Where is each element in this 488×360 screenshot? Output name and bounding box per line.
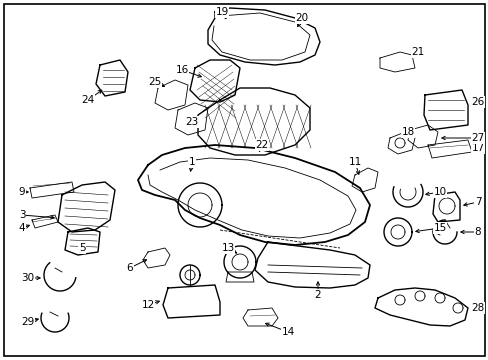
Text: 4: 4 — [19, 223, 25, 233]
Text: 22: 22 — [255, 140, 268, 150]
Text: 25: 25 — [148, 77, 162, 87]
Text: 2: 2 — [314, 290, 321, 300]
Text: 10: 10 — [432, 187, 446, 197]
Text: 13: 13 — [221, 243, 234, 253]
Text: 14: 14 — [281, 327, 294, 337]
Text: 23: 23 — [185, 117, 198, 127]
Text: 21: 21 — [410, 47, 424, 57]
Text: 12: 12 — [141, 300, 154, 310]
Text: 16: 16 — [175, 65, 188, 75]
Text: 28: 28 — [470, 303, 484, 313]
Text: 7: 7 — [474, 197, 480, 207]
Text: 29: 29 — [21, 317, 35, 327]
Text: 9: 9 — [19, 187, 25, 197]
Text: 8: 8 — [474, 227, 480, 237]
Text: 1: 1 — [188, 157, 195, 167]
Text: 11: 11 — [347, 157, 361, 167]
Text: 17: 17 — [470, 143, 484, 153]
Text: 20: 20 — [295, 13, 308, 23]
Text: 15: 15 — [432, 223, 446, 233]
Text: 27: 27 — [470, 133, 484, 143]
Text: 19: 19 — [215, 7, 228, 17]
Text: 6: 6 — [126, 263, 133, 273]
Text: 18: 18 — [401, 127, 414, 137]
Text: 24: 24 — [81, 95, 95, 105]
Text: 3: 3 — [19, 210, 25, 220]
Text: 30: 30 — [21, 273, 35, 283]
Text: 5: 5 — [79, 243, 85, 253]
Text: 26: 26 — [470, 97, 484, 107]
